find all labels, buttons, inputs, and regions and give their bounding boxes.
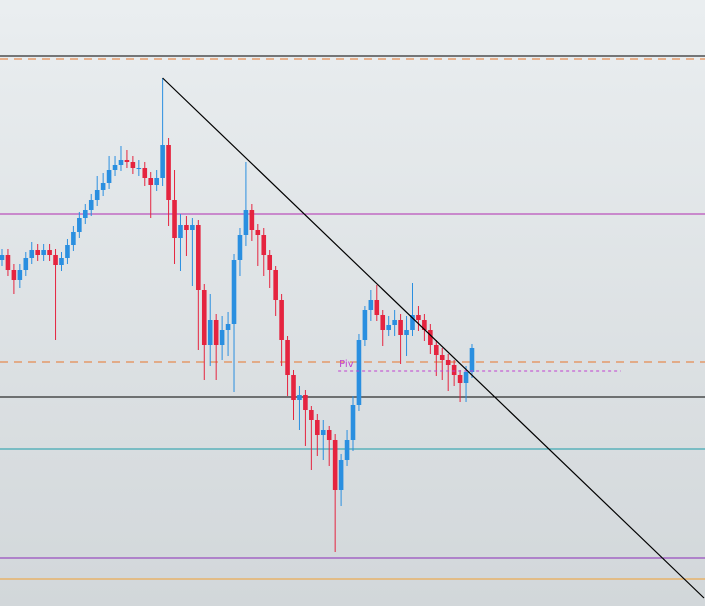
candle-body [451,365,457,375]
candle-body [112,165,118,170]
candle-body [392,320,397,325]
candle-body [136,168,142,169]
candle-body [94,190,100,200]
candle-body [207,320,213,345]
candle-body [457,375,463,383]
candle-body [0,255,5,260]
candle-body [59,258,64,265]
candle-body [47,250,52,255]
candle-body [469,348,475,372]
candle-body [88,200,94,210]
candle-body [82,210,88,218]
candle-body [291,375,296,400]
candle-body [398,320,403,335]
candle-body [231,260,237,324]
pivot-label: Piv [339,359,354,370]
candle-body [130,162,136,168]
candle-body [279,300,284,340]
candle-body [463,372,469,383]
candle-body [297,395,302,400]
candle-body [41,250,46,255]
candle-body [267,255,273,270]
candle-body [53,255,58,265]
candle-body [374,300,380,315]
candle-body [124,160,130,162]
candle-body [332,440,338,490]
candle-body [309,410,314,420]
candle-body [416,315,421,320]
candle-body [255,230,261,235]
candle-body [404,330,409,335]
candle-body [362,310,368,340]
candle-body [386,325,391,330]
candle-body [344,440,350,460]
candle-body [219,330,225,345]
candle-body [106,170,112,183]
candle-body [154,178,159,185]
candle-body [422,320,427,330]
candle-body [17,270,23,280]
candle-body [326,430,332,440]
candle-body [285,340,290,375]
candle-body [237,235,243,260]
candle-body [338,460,344,490]
candle-body [160,145,165,178]
candle-body [243,210,249,235]
candle-body [5,255,11,270]
candle-body [225,324,231,330]
candle-body [320,430,326,435]
candle-body [273,270,278,300]
candle-body [142,168,148,178]
candle-body [315,420,320,435]
candle-body [410,315,415,330]
candle-body [65,245,70,258]
candle-body [433,345,439,355]
candle-body [166,145,171,200]
candle-body [350,405,356,440]
candle-body [261,235,267,255]
candle-body [184,225,189,230]
candle-body [11,270,17,280]
candle-body [368,300,374,310]
candle-body [201,290,207,345]
candle-body [148,178,154,185]
candle-body [445,360,451,365]
candle-body [356,340,362,405]
candle-body [178,225,183,238]
candle-body [303,395,308,410]
candle-body [190,225,195,230]
candle-body [428,330,433,345]
candle-body [35,250,40,255]
candle-body [77,218,82,232]
candle-body [172,200,177,238]
candle-body [100,183,106,190]
trendline [162,77,705,599]
candle-body [118,160,124,165]
candle-body [29,250,35,258]
candle-body [439,355,445,360]
candle-body [71,232,76,245]
candle-body [380,315,386,330]
candle-body [249,210,255,230]
candle-body [196,225,201,290]
candle-body [213,320,219,345]
candle-body [23,258,29,270]
